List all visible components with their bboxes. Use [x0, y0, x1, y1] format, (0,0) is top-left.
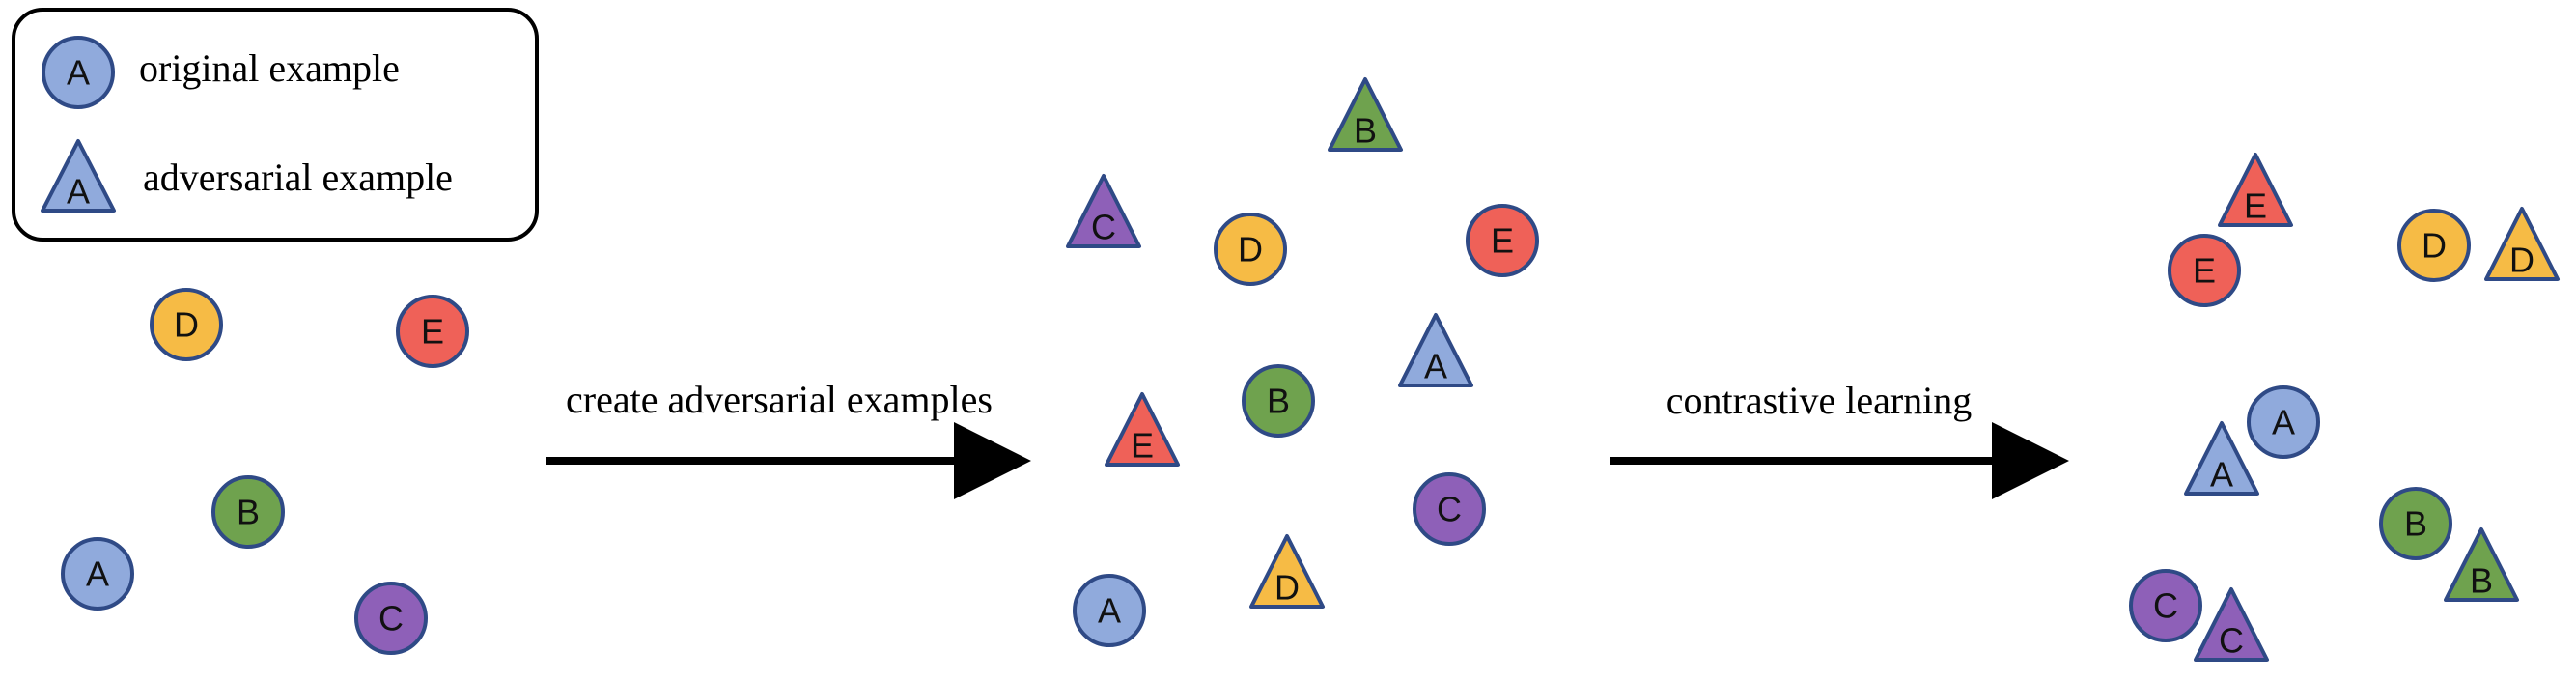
learned-circle-c-label: C — [2153, 586, 2178, 626]
original-circle-c-label: C — [378, 599, 404, 639]
learned-circle-d-label: D — [2422, 226, 2447, 266]
contrastive-learning-label: contrastive learning — [1666, 379, 1973, 422]
learned-triangle-d: D — [2484, 207, 2560, 281]
learned-triangle-a-label: A — [2210, 455, 2233, 495]
augmented-triangle-c-label: C — [1091, 208, 1116, 247]
legend: A original example A adversarial example — [12, 8, 539, 242]
learned-triangle-e-label: E — [2244, 186, 2267, 226]
augmented-circle-d-label: D — [1238, 230, 1263, 270]
augmented-circle-b-label: B — [1267, 382, 1290, 421]
contrastive-learning-arrow: contrastive learning — [1610, 379, 2069, 499]
original-circle-b: B — [211, 475, 285, 549]
original-circle-d-label: D — [174, 305, 199, 345]
learned-circle-b: B — [2379, 487, 2452, 560]
original-circle-a: A — [61, 537, 134, 611]
learned-circle-b-label: B — [2404, 504, 2427, 544]
learned-triangle-c-label: C — [2219, 621, 2244, 661]
legend-adversarial-marker: A — [41, 139, 116, 213]
augmented-circle-d: D — [1214, 213, 1287, 286]
legend-box — [12, 8, 539, 242]
augmented-triangle-e: E — [1105, 392, 1180, 467]
augmented-triangle-e-label: E — [1131, 426, 1154, 466]
augmented-triangle-b-label: B — [1354, 111, 1377, 151]
learned-circle-d: D — [2397, 209, 2471, 282]
augmented-triangle-a-label: A — [1424, 347, 1447, 386]
augmented-triangle-c: C — [1066, 174, 1141, 248]
legend-adversarial-marker-label: A — [67, 172, 90, 212]
original-circle-c: C — [354, 582, 428, 655]
augmented-circle-c-label: C — [1437, 490, 1462, 529]
legend-original-marker-label: A — [67, 53, 90, 93]
augmented-triangle-d-label: D — [1274, 568, 1300, 608]
learned-triangle-c: C — [2194, 587, 2269, 662]
learned-circle-a-label: A — [2272, 403, 2295, 442]
learned-circle-c: C — [2129, 569, 2202, 642]
panel-original: D E B A C — [61, 288, 469, 655]
original-circle-a-label: A — [86, 554, 109, 594]
learned-triangle-a: A — [2184, 421, 2259, 496]
panel-augmented: B C D E A B E C — [1066, 77, 1539, 647]
augmented-circle-a-label: A — [1098, 591, 1121, 631]
augmented-circle-c: C — [1413, 472, 1486, 546]
panel-learned: E E D D A A B B — [2129, 153, 2560, 662]
original-circle-e: E — [396, 295, 469, 368]
legend-original-label: original example — [139, 46, 400, 90]
augmented-circle-b: B — [1242, 364, 1315, 438]
learned-circle-e: E — [2168, 234, 2241, 307]
augmented-triangle-d: D — [1249, 534, 1325, 609]
original-circle-b-label: B — [237, 493, 260, 532]
augmented-circle-a: A — [1073, 574, 1146, 647]
learned-triangle-b: B — [2444, 527, 2519, 602]
augmented-circle-e: E — [1466, 204, 1539, 277]
create-adversarial-label: create adversarial examples — [566, 378, 993, 421]
original-circle-d: D — [150, 288, 223, 361]
original-circle-e-label: E — [421, 312, 444, 352]
augmented-triangle-b: B — [1328, 77, 1403, 152]
learned-circle-a: A — [2247, 385, 2320, 459]
learned-circle-e-label: E — [2193, 251, 2216, 291]
learned-triangle-e: E — [2218, 153, 2293, 227]
augmented-circle-e-label: E — [1491, 221, 1514, 261]
create-adversarial-arrow: create adversarial examples — [546, 378, 1031, 499]
learned-triangle-d-label: D — [2509, 241, 2534, 280]
legend-adversarial-label: adversarial example — [143, 156, 453, 199]
augmented-triangle-a: A — [1398, 313, 1473, 387]
learned-triangle-b-label: B — [2470, 561, 2493, 601]
legend-original-marker: A — [42, 36, 115, 109]
